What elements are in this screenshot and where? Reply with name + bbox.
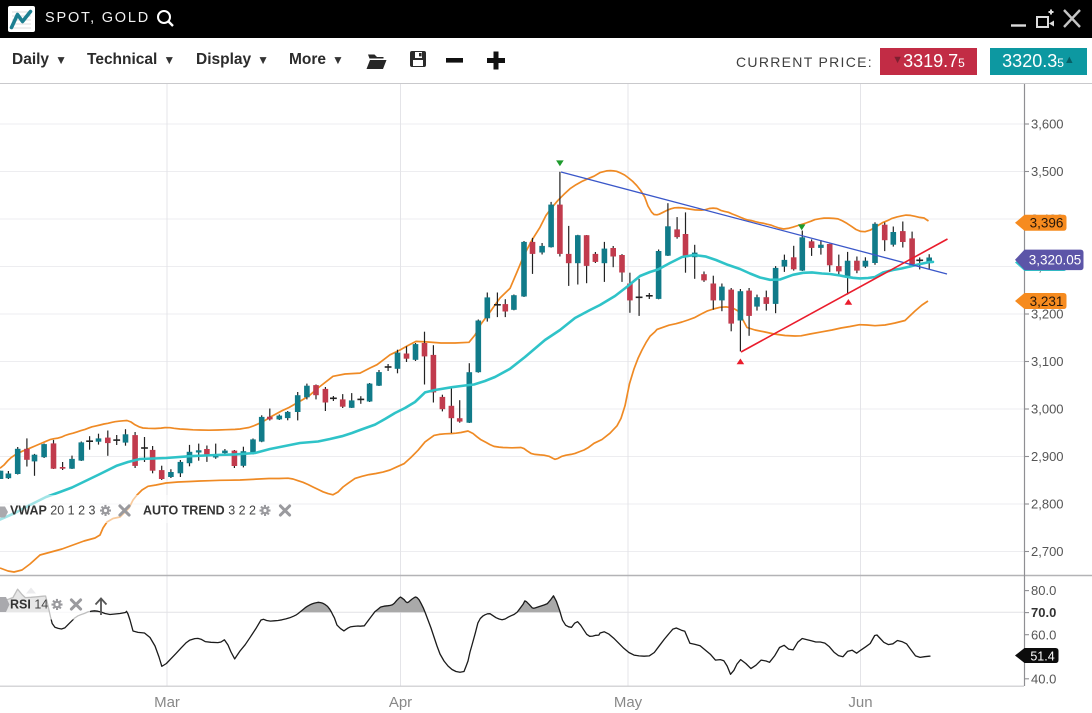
svg-text:3,231: 3,231: [1030, 294, 1064, 309]
svg-text:3,200: 3,200: [1031, 307, 1064, 322]
svg-text:3,000: 3,000: [1031, 402, 1064, 417]
svg-text:3,396: 3,396: [1030, 216, 1064, 231]
svg-text:2,900: 2,900: [1031, 449, 1064, 464]
svg-text:70.0: 70.0: [1031, 605, 1056, 620]
svg-text:Apr: Apr: [389, 694, 412, 711]
svg-text:3,500: 3,500: [1031, 164, 1064, 179]
svg-text:2,700: 2,700: [1031, 544, 1064, 559]
svg-text:40.0: 40.0: [1031, 671, 1056, 686]
svg-text:3,100: 3,100: [1031, 354, 1064, 369]
svg-text:Mar: Mar: [154, 694, 180, 711]
svg-text:Jun: Jun: [848, 694, 872, 711]
svg-text:AUTO TREND 3 2 2: AUTO TREND 3 2 2: [143, 504, 256, 518]
svg-text:80.0: 80.0: [1031, 583, 1056, 598]
svg-text:VWAP 20 1 2 3: VWAP 20 1 2 3: [10, 504, 96, 518]
svg-text:May: May: [614, 694, 643, 711]
svg-text:51.4: 51.4: [1030, 649, 1054, 663]
svg-text:2,800: 2,800: [1031, 497, 1064, 512]
svg-text:3,600: 3,600: [1031, 117, 1064, 132]
svg-text:RSI 14: RSI 14: [10, 598, 48, 612]
svg-text:60.0: 60.0: [1031, 627, 1056, 642]
svg-text:3,320.05: 3,320.05: [1029, 253, 1082, 268]
